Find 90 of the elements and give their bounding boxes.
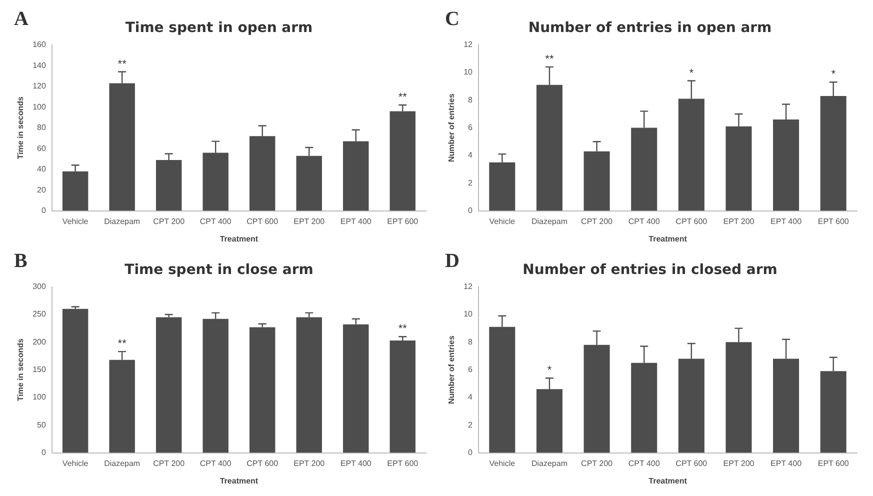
text: B bbox=[14, 250, 28, 272]
y-tick-label: 10 bbox=[464, 310, 474, 319]
x-axis-title: Treatment bbox=[648, 234, 688, 244]
annotation: * bbox=[547, 364, 552, 377]
y-tick-label: 12 bbox=[464, 282, 474, 292]
x-tick-label: Vehicle bbox=[489, 458, 516, 468]
x-axis-title: Treatment bbox=[220, 234, 258, 244]
y-tick-label: 20 bbox=[37, 185, 46, 194]
x-tick-label: EPT 600 bbox=[387, 216, 419, 226]
y-tick-label: 150 bbox=[32, 365, 46, 374]
y-tick-label: 160 bbox=[32, 40, 46, 50]
x-tick-label: EPT 600 bbox=[387, 458, 419, 468]
bar bbox=[156, 317, 182, 453]
y-tick-label: 12 bbox=[464, 40, 474, 50]
x-tick-label: CPT 600 bbox=[676, 216, 708, 226]
x-tick-label: EPT 200 bbox=[294, 458, 326, 468]
x-tick-label: EPT 400 bbox=[770, 216, 802, 226]
annotation: ** bbox=[545, 53, 554, 66]
y-tick-label: 200 bbox=[32, 337, 46, 346]
y-tick-label: 2 bbox=[468, 420, 474, 430]
y-tick-label: 80 bbox=[37, 123, 46, 132]
y-tick-label: 8 bbox=[468, 337, 474, 346]
annotation: * bbox=[689, 67, 694, 80]
y-tick-label: 60 bbox=[37, 144, 46, 153]
x-tick-label: EPT 600 bbox=[818, 216, 850, 226]
y-tick-label: 8 bbox=[468, 95, 474, 104]
y-tick-label: 300 bbox=[32, 282, 46, 292]
y-tick-label: 140 bbox=[32, 60, 46, 70]
y-tick-label: 6 bbox=[468, 123, 474, 132]
x-tick-label: EPT 600 bbox=[818, 458, 850, 468]
y-tick-label: 100 bbox=[32, 102, 46, 112]
annotation: * bbox=[831, 68, 836, 81]
x-tick-label: CPT 600 bbox=[246, 458, 279, 468]
x-tick-label: CPT 400 bbox=[200, 216, 232, 226]
x-tick-label: CPT 600 bbox=[246, 216, 279, 226]
y-axis-title: Time in seconds bbox=[16, 96, 26, 160]
x-tick-label: Vehicle bbox=[62, 458, 89, 468]
y-tick-label: 4 bbox=[468, 392, 474, 402]
x-axis-title: Treatment bbox=[648, 476, 688, 486]
x-tick-label: EPT 400 bbox=[340, 458, 372, 468]
annotation: ** bbox=[398, 92, 408, 104]
text: C bbox=[445, 8, 460, 30]
chart-title: Time spent in open arm bbox=[125, 20, 313, 36]
y-tick-label: 4 bbox=[468, 150, 474, 160]
y-tick-label: 0 bbox=[41, 206, 46, 216]
x-tick-label: CPT 400 bbox=[628, 216, 660, 226]
y-tick-label: 120 bbox=[32, 82, 46, 91]
x-tick-label: CPT 200 bbox=[153, 216, 186, 226]
x-tick-label: EPT 200 bbox=[294, 216, 326, 226]
x-tick-label: Vehicle bbox=[62, 216, 89, 226]
chart-title: Time spent in close arm bbox=[124, 262, 314, 278]
x-tick-label: CPT 200 bbox=[153, 458, 186, 468]
text: D bbox=[445, 250, 460, 272]
annotation: ** bbox=[398, 323, 408, 336]
y-tick-label: 250 bbox=[32, 310, 46, 319]
x-axis-title: Treatment bbox=[220, 476, 258, 486]
y-axis-title: Number of entries bbox=[447, 93, 456, 162]
x-tick-label: Diazepam bbox=[531, 216, 568, 226]
bar bbox=[62, 308, 88, 453]
x-tick-label: CPT 400 bbox=[628, 458, 660, 468]
x-tick-label: EPT 400 bbox=[340, 216, 372, 226]
y-tick-label: 0 bbox=[468, 448, 474, 458]
x-tick-label: Diazepam bbox=[531, 458, 568, 468]
annotation: ** bbox=[118, 58, 128, 70]
x-tick-label: EPT 400 bbox=[770, 458, 802, 468]
y-tick-label: 40 bbox=[37, 164, 46, 174]
text: A bbox=[14, 8, 29, 30]
x-tick-label: EPT 200 bbox=[723, 458, 755, 468]
chart-title: Number of entries in open arm bbox=[528, 20, 772, 36]
y-tick-label: 2 bbox=[468, 178, 474, 188]
y-tick-label: 10 bbox=[464, 68, 474, 77]
y-tick-label: 50 bbox=[37, 420, 46, 430]
x-tick-label: Diazepam bbox=[104, 458, 140, 468]
annotation: ** bbox=[118, 338, 128, 350]
x-tick-label: CPT 600 bbox=[676, 458, 708, 468]
y-tick-label: 0 bbox=[468, 206, 474, 216]
x-tick-label: Vehicle bbox=[489, 216, 516, 226]
chart-title: Number of entries in closed arm bbox=[522, 262, 778, 278]
bar bbox=[249, 327, 276, 453]
bar bbox=[390, 340, 416, 453]
y-axis-title: Number of entries bbox=[447, 335, 456, 404]
y-axis-title: Time in seconds bbox=[16, 338, 26, 402]
x-tick-label: Diazepam bbox=[104, 216, 140, 226]
y-tick-label: 100 bbox=[32, 392, 46, 402]
x-tick-label: CPT 200 bbox=[581, 216, 614, 226]
x-tick-label: CPT 400 bbox=[200, 458, 232, 468]
x-tick-label: EPT 200 bbox=[723, 216, 755, 226]
y-tick-label: 0 bbox=[41, 448, 46, 458]
x-tick-label: CPT 200 bbox=[581, 458, 614, 468]
y-tick-label: 6 bbox=[468, 365, 474, 374]
